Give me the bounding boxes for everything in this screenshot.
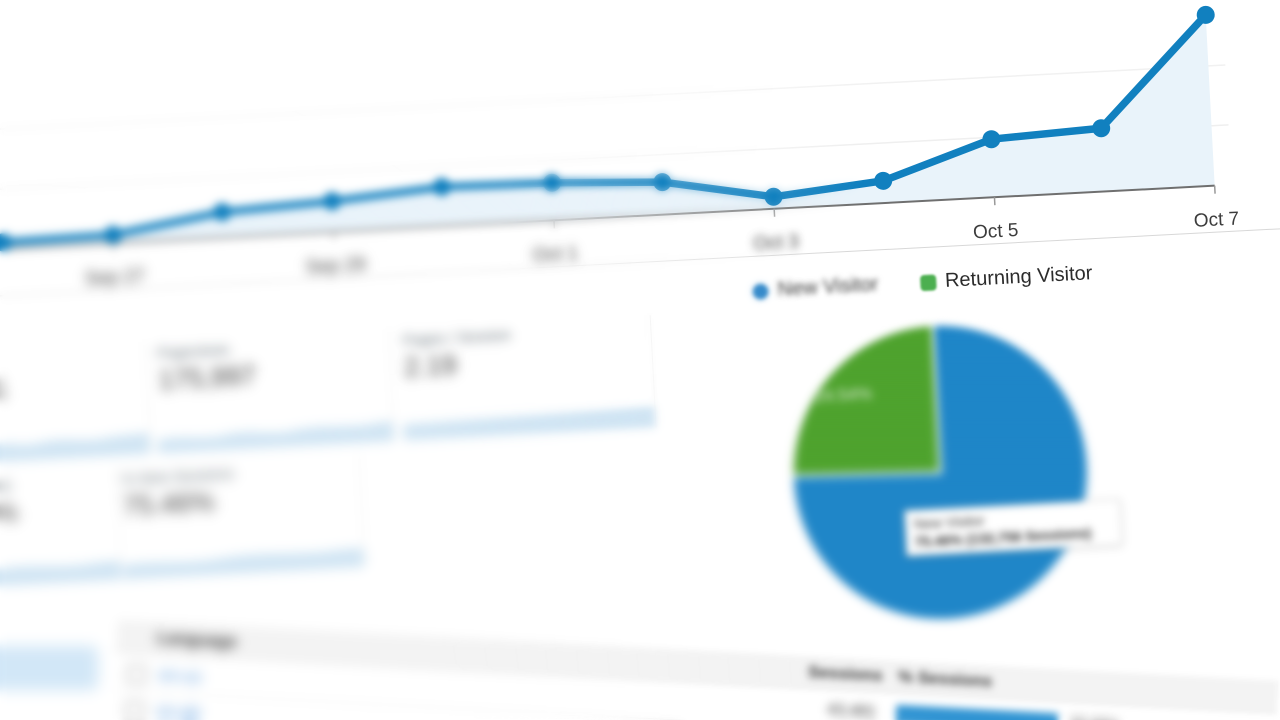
pct-sessions-value: 33.68% [1069,714,1121,720]
metric-sparkline [157,421,394,454]
filter-chip[interactable] [0,646,98,690]
row-checkbox[interactable] [124,700,145,720]
pie-slice-label: 24.54% [813,383,873,406]
metric-value: 40.99% [0,496,19,532]
returning-visitor-square-icon [919,273,937,291]
metric-sparkline [0,560,122,590]
legend-label: New Visitor [776,273,879,301]
metric-card: Bounce Rate 40.99% [0,467,123,590]
metric-sparkline [122,547,365,580]
legend-item-returning-visitor: Returning Visitor [919,262,1093,294]
legend-item-new-visitor: New Visitor [752,273,879,303]
visitors-pie-chart [790,322,1090,622]
metric-value: 43,581 [0,373,8,408]
metric-sparkline [0,432,151,466]
gridline [0,64,1226,132]
pct-sessions-bar [895,704,1059,720]
pie-legend: New Visitor Returning Visitor [752,262,1093,303]
language-link[interactable]: en-us [158,665,202,687]
sessions-value: 43,481 [826,701,877,720]
metric-sparkline [403,406,656,441]
metric-card: % New Sessions 75.46% [116,454,366,580]
column-header-sessions[interactable]: Sessions [807,662,884,686]
language-link[interactable]: en-gb [156,701,202,720]
sessions-line-chart [0,5,1229,252]
new-visitor-dot-icon [752,282,769,300]
metric-card: Pages / Session 2.19 [398,315,657,441]
legend-label: Returning Visitor [944,262,1093,292]
row-checkbox[interactable] [126,664,147,685]
column-header-language[interactable]: Language [156,628,238,652]
metric-card: Pageviews 175,997 [152,329,395,454]
metric-card: Sessions 43,581 [0,341,152,466]
